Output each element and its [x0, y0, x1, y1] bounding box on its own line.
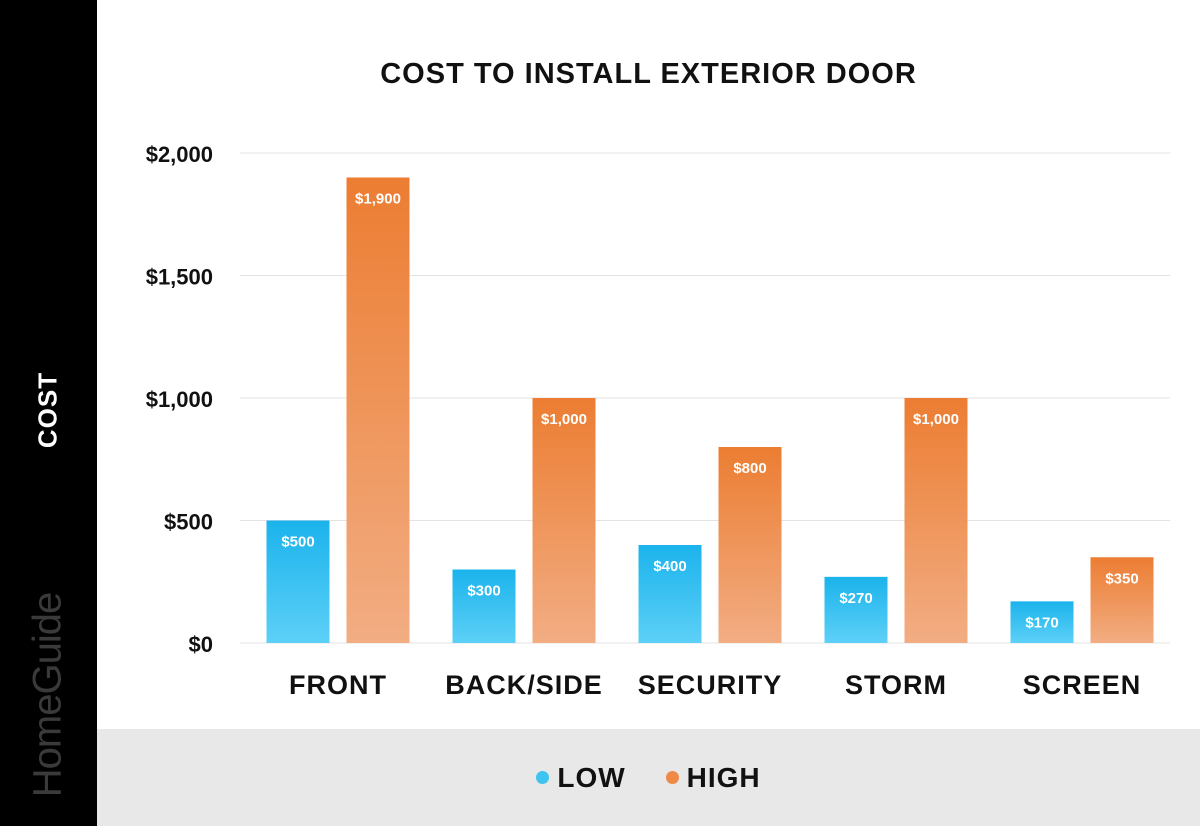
- x-tick-label: SECURITY: [638, 670, 783, 700]
- y-tick-label: $0: [189, 632, 213, 657]
- y-tick-label: $1,000: [146, 387, 213, 412]
- x-tick-label: BACK/SIDE: [445, 670, 603, 700]
- bar-high: [718, 447, 782, 643]
- data-label: $500: [281, 534, 314, 551]
- legend: LOW HIGH: [97, 729, 1200, 826]
- y-tick-label: $2,000: [146, 142, 213, 167]
- bar-low: [452, 569, 516, 643]
- data-label: $270: [839, 590, 872, 607]
- bar-low: [1010, 601, 1074, 643]
- legend-label-low: LOW: [557, 761, 626, 793]
- y-tick-label: $500: [164, 510, 213, 535]
- data-label: $350: [1105, 570, 1138, 587]
- legend-item-low: LOW: [536, 762, 625, 794]
- bar-low: [638, 545, 702, 643]
- data-label: $400: [653, 558, 686, 575]
- x-tick-label: FRONT: [289, 670, 387, 700]
- bar-high: [1090, 557, 1154, 643]
- y-tick-label: $1,500: [146, 265, 213, 290]
- bar-high: [904, 398, 968, 643]
- sidebar: COST HomeGuide: [0, 0, 97, 826]
- data-label: $800: [733, 460, 766, 477]
- data-label: $170: [1025, 614, 1058, 631]
- legend-swatch-high: [665, 771, 679, 784]
- data-label: $1,000: [913, 411, 959, 428]
- data-label: $300: [467, 583, 500, 600]
- legend-label-high: HIGH: [686, 761, 761, 793]
- legend-swatch-low: [536, 771, 550, 784]
- chart-title: COST TO INSTALL EXTERIOR DOOR: [380, 58, 917, 90]
- bar-low: [266, 520, 330, 643]
- data-label: $1,000: [541, 411, 587, 428]
- legend-item-high: HIGH: [665, 761, 761, 794]
- x-tick-label: SCREEN: [1023, 670, 1142, 700]
- bar-high: [532, 398, 596, 643]
- bar-low: [824, 576, 888, 643]
- x-tick-label: STORM: [845, 670, 947, 700]
- bar-high: [346, 177, 410, 643]
- data-label: $1,900: [355, 191, 401, 208]
